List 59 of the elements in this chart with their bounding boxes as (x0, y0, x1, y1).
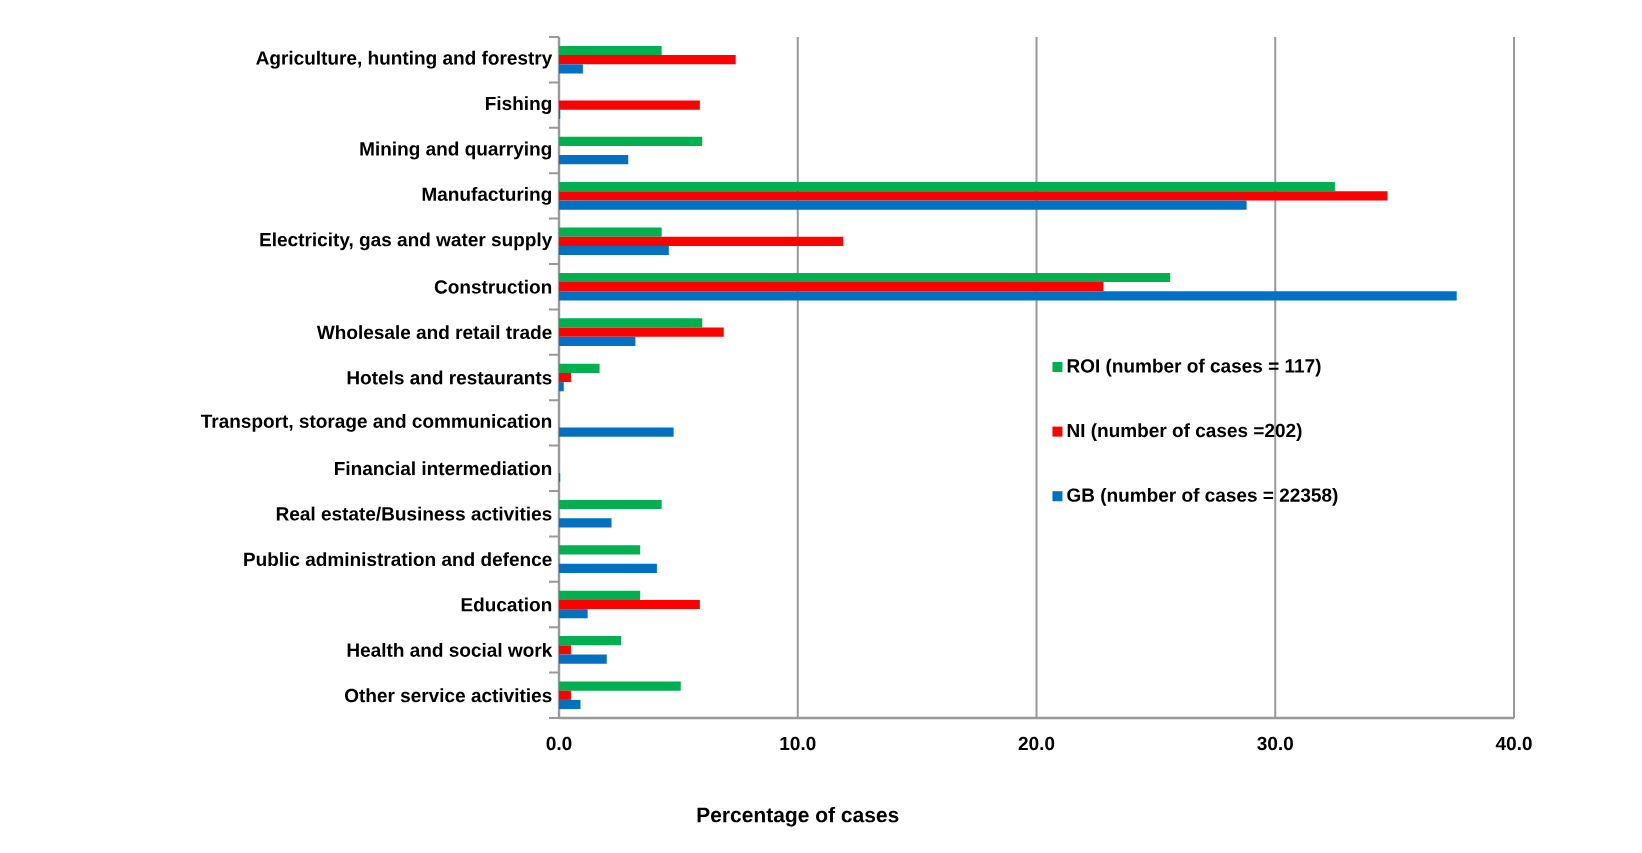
x-axis-title: Percentage of cases (697, 806, 899, 827)
legend-label: NI (number of cases =202) (1067, 423, 1302, 442)
x-tick-label: 40.0 (1495, 736, 1532, 751)
x-tick-label: 0.0 (546, 736, 572, 751)
bar (559, 182, 1335, 192)
y-tick-label: Mining and quarrying (360, 141, 552, 160)
bar (559, 64, 583, 74)
bar (559, 191, 1388, 201)
bar (559, 363, 600, 373)
bar (559, 291, 1457, 301)
bar (559, 245, 669, 256)
bar (559, 155, 629, 165)
y-tick-label: Wholesale and retail trade (316, 325, 552, 340)
y-tick-label: Financial intermediation (335, 461, 552, 476)
bar (559, 55, 736, 65)
bar (559, 681, 681, 691)
bar (559, 599, 700, 610)
bar (559, 136, 703, 146)
y-tick-label: Public administration and defence (244, 552, 552, 567)
y-tick-label: Health and social work (347, 642, 553, 657)
y-tick-label: Hotels and restaurants (347, 370, 552, 385)
bar (559, 236, 844, 246)
bar (559, 563, 657, 573)
y-tick-label: Construction (434, 279, 552, 294)
bar (559, 327, 724, 337)
bar (559, 590, 641, 600)
x-tick-label: 10.0 (780, 736, 816, 751)
x-tick-label: 20.0 (1018, 736, 1055, 751)
y-tick-label: Other service activities (344, 688, 552, 703)
bar (559, 654, 607, 664)
bar (559, 636, 622, 646)
bar (559, 336, 636, 346)
bar (559, 518, 612, 528)
bar (559, 227, 662, 237)
y-tick-label: Transport, storage and communication (200, 414, 552, 432)
y-tick-label: Real estate/Business activities (276, 506, 552, 521)
legend-label: GB (number of cases = 22358) (1067, 487, 1338, 506)
y-tick-label: Manufacturing (422, 187, 552, 205)
y-tick-label: Agriculture, hunting and forestry (256, 50, 553, 69)
bar (559, 272, 1171, 283)
bar (559, 100, 700, 110)
x-tick-label: 30.0 (1257, 736, 1293, 751)
bar (559, 45, 662, 56)
y-tick-label: Fishing (486, 96, 552, 114)
bar (559, 372, 571, 383)
legend-label: ROI (number of cases = 117) (1067, 358, 1321, 377)
bar (559, 499, 662, 510)
bar (559, 609, 588, 619)
y-tick-label: Electricity, gas and water supply (260, 232, 553, 251)
bar (559, 200, 1247, 210)
bar (559, 382, 564, 392)
bar (559, 545, 641, 555)
bar (559, 645, 571, 655)
bar (559, 427, 674, 437)
bar (559, 699, 581, 710)
bar (559, 282, 1104, 292)
y-tick-label: Education (461, 597, 552, 612)
bar (559, 318, 703, 328)
bar (559, 690, 571, 700)
